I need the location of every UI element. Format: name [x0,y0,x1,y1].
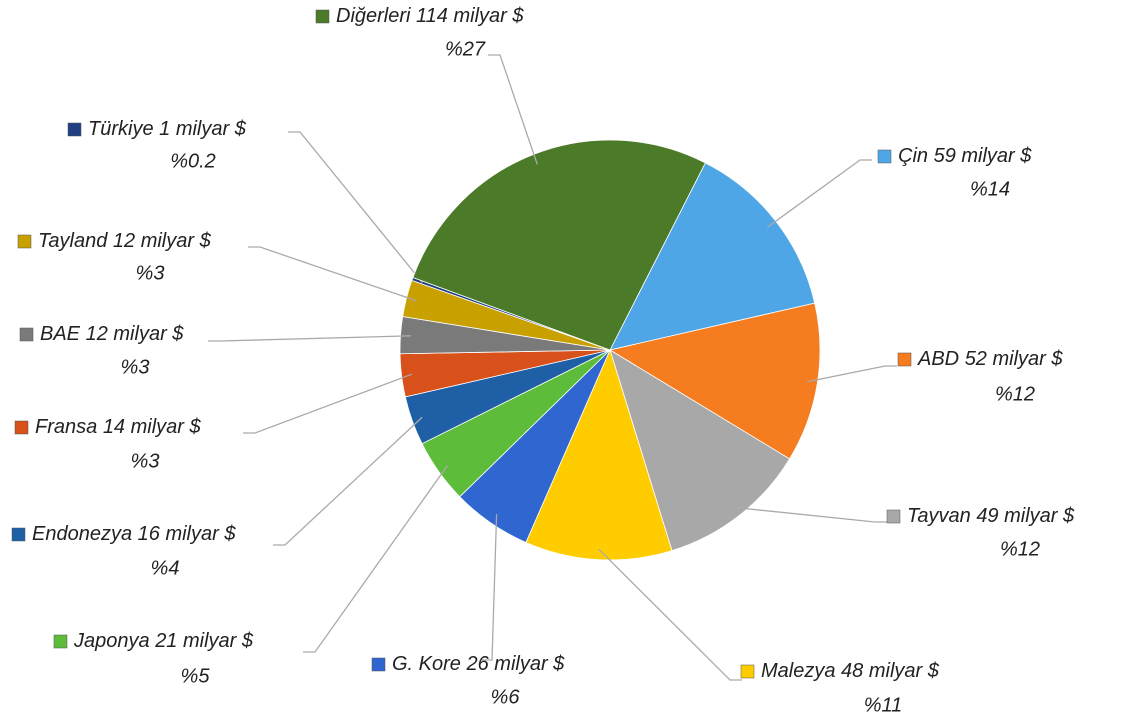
legend-swatch [17,234,32,249]
value-label: 49 milyar $ [976,505,1075,527]
value-label: 1 milyar $ [159,118,247,140]
percent-label: %11 [864,694,903,716]
slice-label: Çin 59 milyar $ [898,145,1032,167]
percent-label: %6 [491,686,521,708]
pie-slice [608,302,821,460]
slice-label: Fransa 14 milyar $ [35,416,202,438]
legend-swatch [53,634,68,649]
percent-label: %5 [181,665,211,687]
value-label: 21 milyar $ [154,630,254,652]
percent-label: %12 [995,383,1035,405]
value-label: 16 milyar $ [138,523,237,545]
slice-label: Diğerleri 114 milyar $ [336,5,524,27]
category: Diğerleri [336,5,411,27]
category: BAE [40,323,81,345]
legend-swatch [371,657,386,672]
percent-label: %27 [445,38,486,60]
legend-swatch [886,509,901,524]
slice-label: Türkiye 1 milyar $ [88,118,247,140]
percent-label: %3 [121,356,150,378]
leader-line [488,54,538,165]
leader-line [303,465,448,653]
value-label: 59 milyar $ [934,145,1033,167]
leader-line [208,335,412,342]
legend-swatch [19,327,34,342]
leader-line [766,159,872,228]
category: G. Kore [392,653,461,675]
percent-label: %3 [136,262,165,284]
slice-label: Malezya 48 milyar $ [761,660,940,682]
leader-line [288,131,423,283]
category: Türkiye [88,118,154,140]
leader-line [806,365,897,383]
category: ABD [917,348,959,370]
slice-label: BAE 12 milyar $ [40,323,184,345]
percent-label: %12 [1000,538,1040,560]
value-label: 114 milyar $ [416,5,524,27]
category: Tayland [38,230,108,252]
category: Malezya [761,660,835,682]
percent-label: %14 [970,178,1010,200]
legend-swatch [740,664,755,679]
value-label: 26 milyar $ [465,653,565,675]
legend-swatch [67,122,82,137]
slice-label: ABD 52 milyar $ [917,348,1063,370]
legend-swatch [877,149,892,164]
leader-line [273,416,423,546]
legend-swatch [897,352,912,367]
value-label: 52 milyar $ [965,348,1064,370]
percent-label: %3 [131,450,160,472]
pie-slice [525,348,673,561]
leader-line [243,373,413,434]
leader-line [598,548,742,681]
pie-slice [609,349,791,552]
slice-label: Japonya 21 milyar $ [73,630,254,652]
leader-line [732,506,887,523]
value-label: 12 milyar $ [86,323,185,345]
category: Fransa [35,416,97,438]
slice-label: Tayvan 49 milyar $ [907,505,1075,527]
leader-line [248,246,417,302]
value-label: 12 milyar $ [113,230,212,252]
legend-swatch [14,420,29,435]
leader-line [480,514,498,661]
percent-label: %0.2 [170,150,216,172]
slice-label: Tayland 12 milyar $ [38,230,212,252]
category: Tayvan [907,505,971,527]
category: Endonezya [32,523,132,545]
legend-swatch [315,9,330,24]
category: Japonya [73,630,150,652]
slice-label: G. Kore 26 milyar $ [392,653,565,675]
slice-label: Endonezya 16 milyar $ [32,523,236,545]
value-label: 14 milyar $ [103,416,202,438]
percent-label: %4 [151,557,180,579]
value-label: 48 milyar $ [841,660,940,682]
legend-swatch [11,527,26,542]
category: Çin [898,145,928,167]
